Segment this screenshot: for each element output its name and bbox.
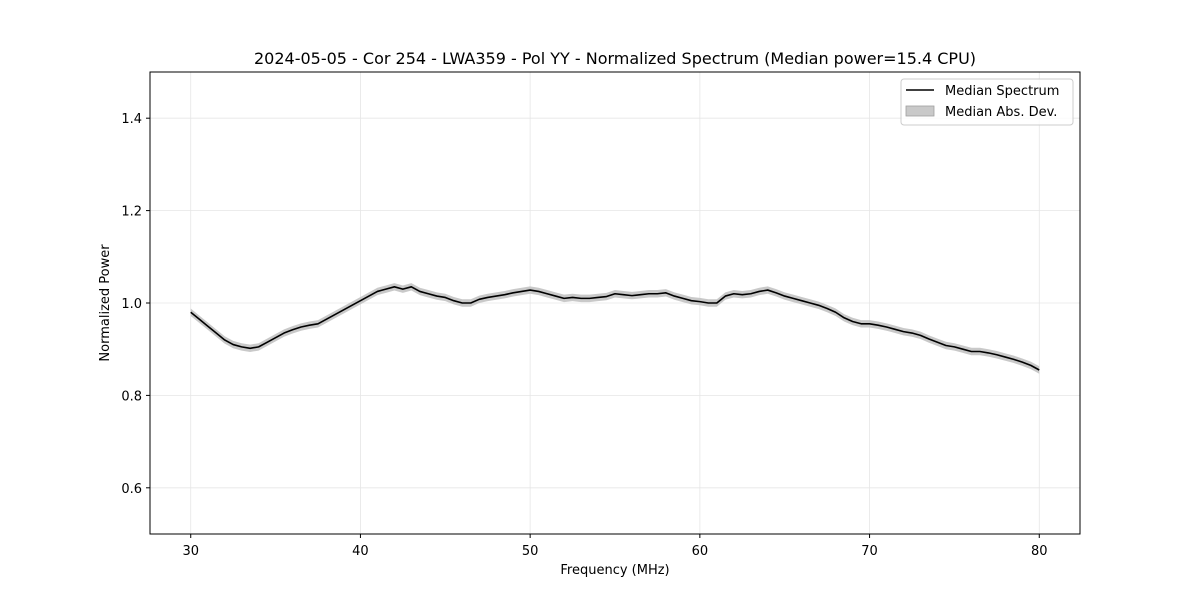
legend-box xyxy=(900,78,1074,126)
mad-band xyxy=(190,283,1040,374)
median-spectrum-line xyxy=(190,286,1040,371)
x-tick-label: 50 xyxy=(522,544,539,559)
median-line-layer xyxy=(190,286,1040,371)
y-tick-label: 0.8 xyxy=(121,389,142,404)
y-tick-label: 1.0 xyxy=(121,297,142,312)
legend-median-label: Median Spectrum xyxy=(945,84,1059,99)
legend: Median Spectrum Median Abs. Dev. xyxy=(900,78,1074,126)
x-axis-label: Frequency (MHz) xyxy=(560,563,669,578)
mad-band-layer xyxy=(190,283,1040,374)
y-axis-label: Normalized Power xyxy=(98,244,113,362)
x-tick-label: 30 xyxy=(182,544,199,559)
y-tick-label: 0.6 xyxy=(121,482,142,497)
y-tick-label: 1.4 xyxy=(121,112,142,127)
legend-mad-label: Median Abs. Dev. xyxy=(945,105,1057,120)
chart-title: 2024-05-05 - Cor 254 - LWA359 - Pol YY -… xyxy=(254,49,976,68)
x-tick-label: 80 xyxy=(1031,544,1048,559)
y-tick-label: 1.2 xyxy=(121,205,142,220)
x-tick-label: 60 xyxy=(692,544,709,559)
y-axis-ticks: 0.6 0.8 1.0 1.2 1.4 xyxy=(121,112,150,497)
x-tick-label: 70 xyxy=(861,544,878,559)
x-axis-ticks: 30 40 50 60 70 80 xyxy=(182,534,1048,559)
legend-mad-swatch xyxy=(905,105,935,117)
x-tick-label: 40 xyxy=(352,544,369,559)
